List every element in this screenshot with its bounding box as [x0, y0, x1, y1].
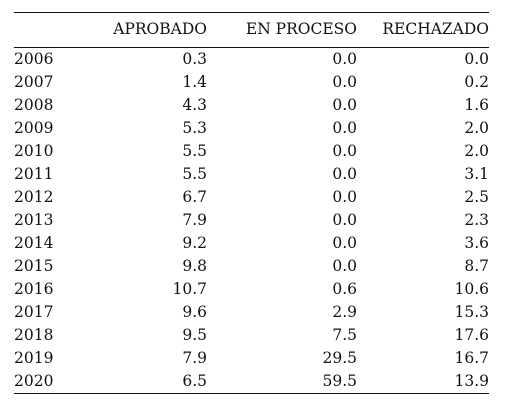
- cell-rechazado: 3.6: [464, 234, 489, 252]
- table-row: 2008 4.3 0.0 1.6: [14, 94, 489, 117]
- cell-en-proceso: 0.0: [332, 165, 357, 183]
- cell-rechazado: 17.6: [454, 326, 489, 344]
- cell-en-proceso: 0.0: [332, 119, 357, 137]
- cell-rechazado: 10.6: [454, 280, 489, 298]
- cell-aprobado: 1.4: [182, 73, 207, 91]
- cell-year: 2018: [14, 326, 54, 344]
- cell-year: 2007: [14, 73, 54, 91]
- cell-aprobado: 9.8: [182, 257, 207, 275]
- cell-en-proceso: 0.0: [332, 96, 357, 114]
- cell-aprobado: 5.3: [182, 119, 207, 137]
- cell-aprobado: 4.3: [182, 96, 207, 114]
- cell-year: 2015: [14, 257, 54, 275]
- cell-aprobado: 6.7: [182, 188, 207, 206]
- cell-year: 2013: [14, 211, 54, 229]
- table-row: 2007 1.4 0.0 0.2: [14, 71, 489, 94]
- cell-en-proceso: 0.0: [332, 211, 357, 229]
- cell-en-proceso: 7.5: [332, 326, 357, 344]
- table-row: 2009 5.3 0.0 2.0: [14, 117, 489, 140]
- table-row: 2019 7.9 29.5 16.7: [14, 347, 489, 370]
- table-row: 2016 10.7 0.6 10.6: [14, 278, 489, 301]
- cell-rechazado: 2.0: [464, 119, 489, 137]
- cell-aprobado: 7.9: [182, 349, 207, 367]
- cell-aprobado: 9.2: [182, 234, 207, 252]
- cell-rechazado: 15.3: [454, 303, 489, 321]
- cell-year: 2011: [14, 165, 54, 183]
- cell-rechazado: 3.1: [464, 165, 489, 183]
- table-row: 2012 6.7 0.0 2.5: [14, 186, 489, 209]
- cell-aprobado: 0.3: [182, 50, 207, 68]
- data-table-container: APROBADO EN PROCESO RECHAZADO 2006 0.3 0.0…: [14, 12, 489, 394]
- cell-rechazado: 1.6: [464, 96, 489, 114]
- cell-en-proceso: 0.0: [332, 188, 357, 206]
- cell-en-proceso: 0.0: [332, 142, 357, 160]
- cell-rechazado: 13.9: [357, 370, 489, 394]
- cell-en-proceso: 0.0: [332, 257, 357, 275]
- header-year: [14, 12, 72, 48]
- cell-aprobado: 5.5: [182, 142, 207, 160]
- cell-rechazado: 2.5: [464, 188, 489, 206]
- cell-year: 2010: [14, 142, 54, 160]
- cell-year: 2017: [14, 303, 54, 321]
- cell-en-proceso: 2.9: [332, 303, 357, 321]
- header-row: APROBADO EN PROCESO RECHAZADO: [14, 12, 489, 48]
- table-header: APROBADO EN PROCESO RECHAZADO: [14, 12, 489, 48]
- cell-year: 2016: [14, 280, 54, 298]
- cell-rechazado: 2.0: [464, 142, 489, 160]
- cell-year: 2019: [14, 349, 54, 367]
- header-aprobado: APROBADO: [72, 12, 207, 48]
- cell-aprobado: 7.9: [182, 211, 207, 229]
- cell-en-proceso: 0.0: [332, 73, 357, 91]
- cell-en-proceso: 0.0: [332, 50, 357, 68]
- cell-rechazado: 0.0: [464, 50, 489, 68]
- table-body: 2006 0.3 0.0 0.0 2007 1.4 0.0 0.2 2008 4.3 0.0 1.6 2…: [14, 48, 489, 394]
- table-row: 2017 9.6 2.9 15.3: [14, 301, 489, 324]
- cell-year: 2006: [14, 50, 54, 68]
- cell-rechazado: 2.3: [464, 211, 489, 229]
- header-en-proceso: EN PROCESO: [207, 12, 357, 48]
- cell-en-proceso: 0.0: [332, 234, 357, 252]
- cell-aprobado: 6.5: [72, 370, 207, 394]
- table-row: 2014 9.2 0.0 3.6: [14, 232, 489, 255]
- cell-year: 2020: [14, 370, 72, 394]
- table-row: 2006 0.3 0.0 0.0: [14, 48, 489, 72]
- cell-year: 2012: [14, 188, 54, 206]
- header-rechazado: RECHAZADO: [357, 12, 489, 48]
- cell-rechazado: 16.7: [454, 349, 489, 367]
- cell-en-proceso: 0.6: [332, 280, 357, 298]
- cell-aprobado: 9.5: [182, 326, 207, 344]
- table-row: 2020 6.5 59.5 13.9: [14, 370, 489, 394]
- cell-year: 2009: [14, 119, 54, 137]
- cell-aprobado: 10.7: [172, 280, 207, 298]
- table-row: 2011 5.5 0.0 3.1: [14, 163, 489, 186]
- cell-aprobado: 5.5: [182, 165, 207, 183]
- table-row: 2010 5.5 0.0 2.0: [14, 140, 489, 163]
- cell-year: 2014: [14, 234, 54, 252]
- cell-rechazado: 0.2: [464, 73, 489, 91]
- cell-rechazado: 8.7: [464, 257, 489, 275]
- table-row: 2015 9.8 0.0 8.7: [14, 255, 489, 278]
- table-row: 2013 7.9 0.0 2.3: [14, 209, 489, 232]
- cell-aprobado: 9.6: [182, 303, 207, 321]
- cell-year: 2008: [14, 96, 54, 114]
- data-table: APROBADO EN PROCESO RECHAZADO 2006 0.3 0.0…: [14, 12, 489, 394]
- table-row: 2018 9.5 7.5 17.6: [14, 324, 489, 347]
- cell-en-proceso: 29.5: [322, 349, 357, 367]
- cell-en-proceso: 59.5: [207, 370, 357, 394]
